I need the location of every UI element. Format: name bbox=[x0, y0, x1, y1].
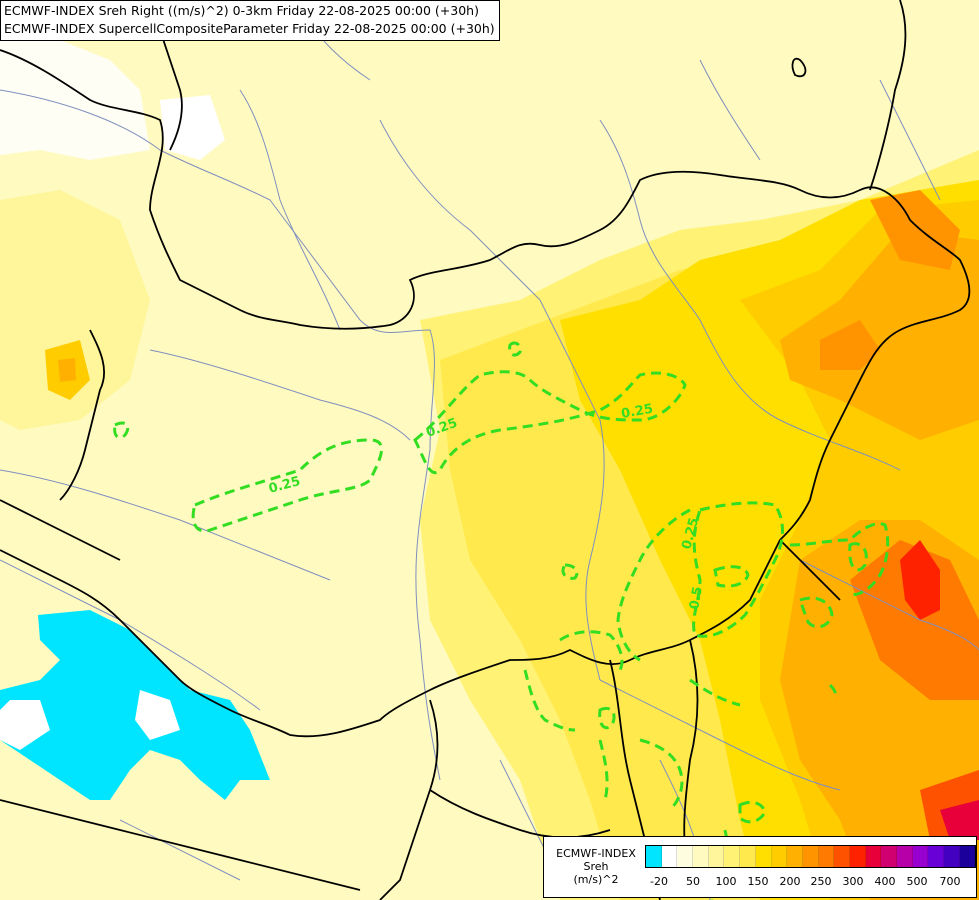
legend-swatch bbox=[944, 846, 960, 867]
legend-tick: 500 bbox=[906, 875, 928, 888]
low-sreh-area-2 bbox=[160, 95, 225, 160]
legend-name: ECMWF-INDEX Sreh (m/s)^2 bbox=[548, 847, 644, 886]
low-sreh-area bbox=[0, 30, 150, 160]
white-pocket-2 bbox=[135, 690, 180, 740]
legend-tick: 200 bbox=[779, 875, 801, 888]
sreh-zone-500 bbox=[900, 540, 940, 620]
legend-swatch bbox=[677, 846, 694, 867]
legend-unit: (m/s)^2 bbox=[573, 873, 619, 886]
sreh-zone-600 bbox=[940, 800, 979, 840]
legend-swatch bbox=[849, 846, 866, 867]
legend-swatch bbox=[787, 846, 803, 867]
legend-tick: 50 bbox=[686, 875, 700, 888]
sreh-zone-400b bbox=[820, 320, 880, 370]
legend-swatch bbox=[881, 846, 897, 867]
legend-swatch bbox=[646, 846, 662, 867]
scp-contours bbox=[113, 341, 890, 900]
legend-tick: 400 bbox=[874, 875, 896, 888]
sreh-zone-400c bbox=[850, 540, 979, 700]
negative-sreh-area bbox=[0, 610, 270, 800]
legend-tick: 150 bbox=[747, 875, 769, 888]
legend-model: ECMWF-INDEX bbox=[556, 847, 636, 860]
legend-tick: 100 bbox=[715, 875, 737, 888]
sreh-zone-orange-west2 bbox=[58, 358, 76, 382]
legend-swatch bbox=[834, 846, 850, 867]
contour-label-05: 0.5 bbox=[687, 585, 706, 610]
white-pocket bbox=[0, 700, 50, 750]
legend-swatch bbox=[708, 846, 725, 867]
sreh-zone-400 bbox=[870, 190, 960, 270]
contour-label-025-east: 0.25 bbox=[620, 402, 654, 422]
legend-swatches bbox=[645, 845, 977, 868]
legend-swatch bbox=[928, 846, 945, 867]
legend-swatch bbox=[959, 846, 976, 867]
legend-tick: 300 bbox=[842, 875, 864, 888]
legend-variable: Sreh bbox=[583, 860, 609, 873]
legend-swatch bbox=[771, 846, 788, 867]
legend-swatch bbox=[802, 846, 819, 867]
legend-tick: 700 bbox=[939, 875, 961, 888]
legend-swatch bbox=[897, 846, 913, 867]
legend-swatch bbox=[818, 846, 835, 867]
legend-tick: 250 bbox=[810, 875, 832, 888]
legend-swatch bbox=[865, 846, 882, 867]
legend-tick: -20 bbox=[650, 875, 668, 888]
legend-swatch bbox=[693, 846, 709, 867]
legend-swatch bbox=[755, 846, 772, 867]
color-legend: ECMWF-INDEX Sreh (m/s)^2 -20 50 100 150 200 2… bbox=[543, 836, 977, 898]
legend-swatch bbox=[661, 846, 678, 867]
sreh-zone-150b bbox=[0, 190, 150, 430]
legend-ticks: -20 50 100 150 200 250 300 400 500 700 bbox=[645, 875, 975, 889]
title-sreh: ECMWF-INDEX Sreh Right ((m/s)^2) 0-3km F… bbox=[4, 3, 479, 18]
legend-swatch bbox=[740, 846, 756, 867]
map-title: ECMWF-INDEX Sreh Right ((m/s)^2) 0-3km F… bbox=[0, 0, 500, 41]
sreh-zone-300 bbox=[780, 230, 979, 440]
legend-swatch bbox=[724, 846, 741, 867]
title-scp: ECMWF-INDEX SupercellCompositeParameter … bbox=[4, 21, 495, 36]
legend-swatch bbox=[912, 846, 929, 867]
